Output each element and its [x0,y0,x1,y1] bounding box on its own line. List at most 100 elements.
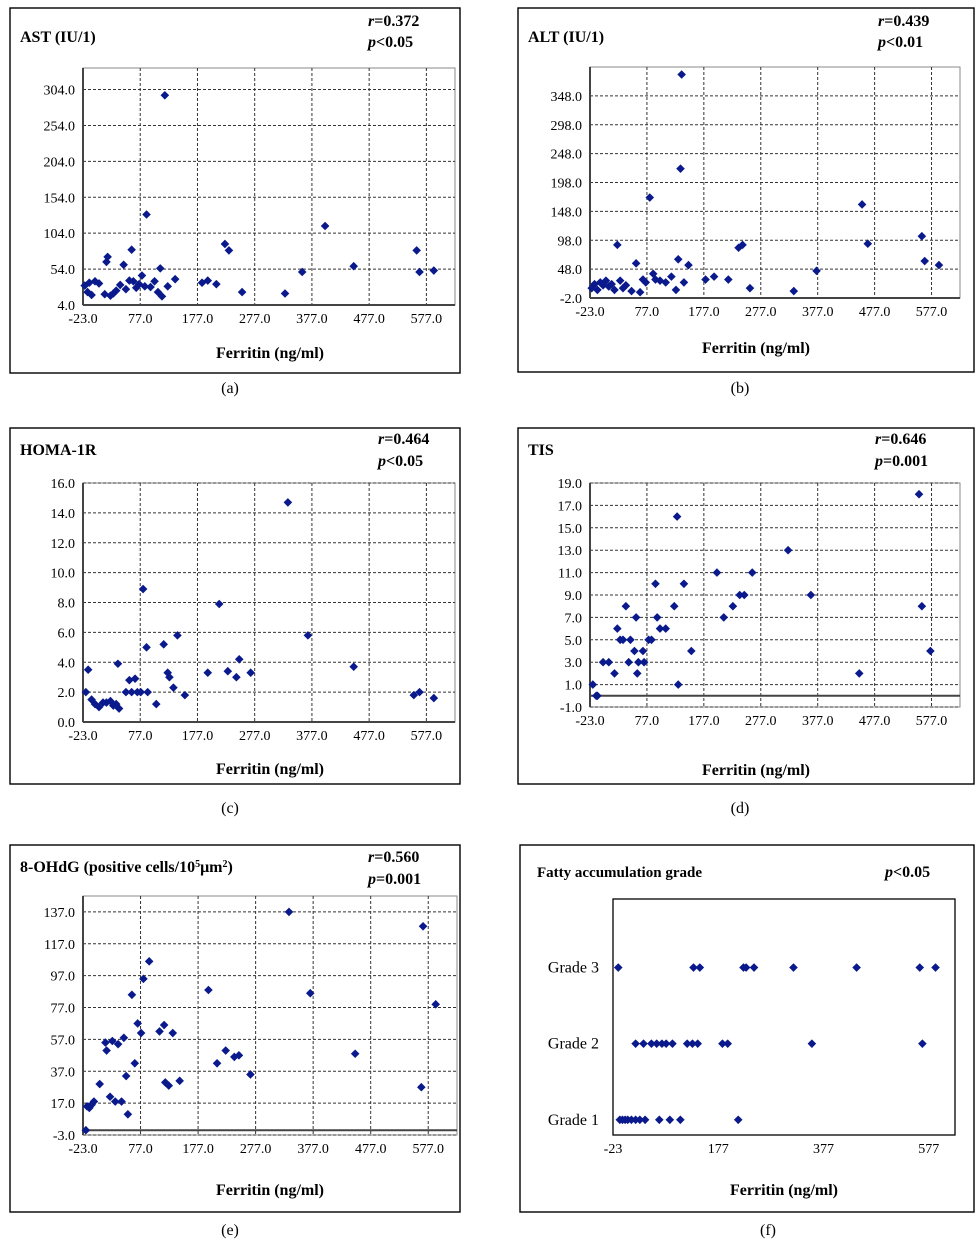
x-tick-label: -23.0 [575,714,604,729]
data-point [684,260,693,270]
data-point [593,691,602,701]
data-point [610,669,619,678]
data-point [931,963,940,972]
x-axis-label: Ferritin (ng/ml) [702,340,810,357]
data-point [155,264,165,273]
chart-title: AST (IU/1) [20,29,96,46]
data-point [111,286,121,295]
data-point [127,687,136,697]
data-point [610,285,619,295]
data-point [638,646,648,656]
y-tick-label: 37.0 [51,1065,76,1080]
panel-frame [9,7,461,374]
data-point [90,277,100,286]
data-point [139,974,148,984]
data-point [81,1125,91,1135]
y-tick-label: 13.0 [558,544,583,559]
panel-frame [9,844,461,1213]
data-point [590,279,599,289]
data-point [627,286,636,296]
stat-r: r=0.464 [378,431,429,448]
panel-caption: (b) [731,380,750,397]
chart-title: Fatty accumulation grade [537,865,702,881]
data-point [733,1115,743,1125]
data-point [673,255,683,264]
y-tick-label: 98.0 [558,234,583,249]
plot-area [612,898,956,1136]
data-point [747,568,757,577]
x-tick-label: 277.0 [240,1142,272,1157]
x-tick-label: 477.0 [859,305,891,320]
x-tick-label: 77.0 [128,312,153,327]
x-tick-label: 477.0 [353,312,385,327]
data-point [676,164,685,173]
y-category-label: Grade 2 [548,1036,599,1053]
data-point [412,246,421,255]
data-point [806,590,816,600]
data-point [651,275,660,284]
data-point [232,672,241,682]
data-point [283,498,293,507]
y-tick-label: -3.0 [53,1129,75,1144]
data-point [917,231,927,241]
data-point [349,261,359,271]
data-point [165,672,174,682]
data-point [677,70,686,79]
data-point [618,635,628,645]
data-point [701,275,710,284]
data-point [197,278,207,288]
data-point [631,1039,640,1048]
data-point [735,590,745,600]
x-tick-label: 277.0 [745,714,777,729]
y-tick-label: 5.0 [565,634,583,649]
data-point [679,579,689,589]
y-tick-label: 4.0 [58,299,76,314]
data-point [130,1059,140,1068]
data-point [621,280,631,290]
data-point [203,276,213,285]
stat-p: p<0.01 [876,34,923,51]
data-point [621,601,631,611]
data-point [789,286,799,296]
data-point [718,1039,727,1048]
data-point [303,631,313,640]
data-point [652,613,662,622]
x-tick-label: 577.0 [412,1142,444,1157]
data-point [108,1036,117,1046]
y-tick-label: 117.0 [44,938,75,953]
data-point [121,687,131,697]
data-point [671,285,681,295]
data-point [163,282,173,291]
data-point [926,646,935,656]
y-tick-label: 104.0 [44,227,76,242]
y-tick-label: 298.0 [551,119,583,134]
y-tick-label: 248.0 [551,148,583,163]
data-point [415,267,424,277]
stat-p: p<0.05 [376,453,423,470]
data-point [223,666,233,676]
x-tick-label: 477.0 [355,1142,387,1157]
y-tick-label: 14.0 [51,507,76,522]
data-point [137,271,147,280]
data-point [613,624,622,633]
chart-title: ALT (IU/1) [528,29,604,46]
x-tick-label: 277.0 [239,729,271,744]
y-tick-label: 9.0 [565,589,583,604]
x-tick-label: 177.0 [182,729,214,744]
data-point [203,668,213,678]
data-point [655,624,665,633]
data-point [914,489,924,499]
panel-caption: (c) [221,800,239,817]
data-point [221,1046,230,1055]
x-tick-label: 177.0 [688,305,720,320]
x-tick-label: 177.0 [182,1142,214,1157]
data-point [159,640,168,649]
data-point [618,283,628,293]
data-point [83,665,93,675]
data-point [127,990,137,1000]
x-axis-label: Ferritin (ng/ml) [216,761,324,778]
x-tick-label: 577 [918,1142,939,1157]
data-point [918,1039,927,1048]
data-point [133,1019,142,1028]
x-tick-label: -23.0 [68,312,97,327]
